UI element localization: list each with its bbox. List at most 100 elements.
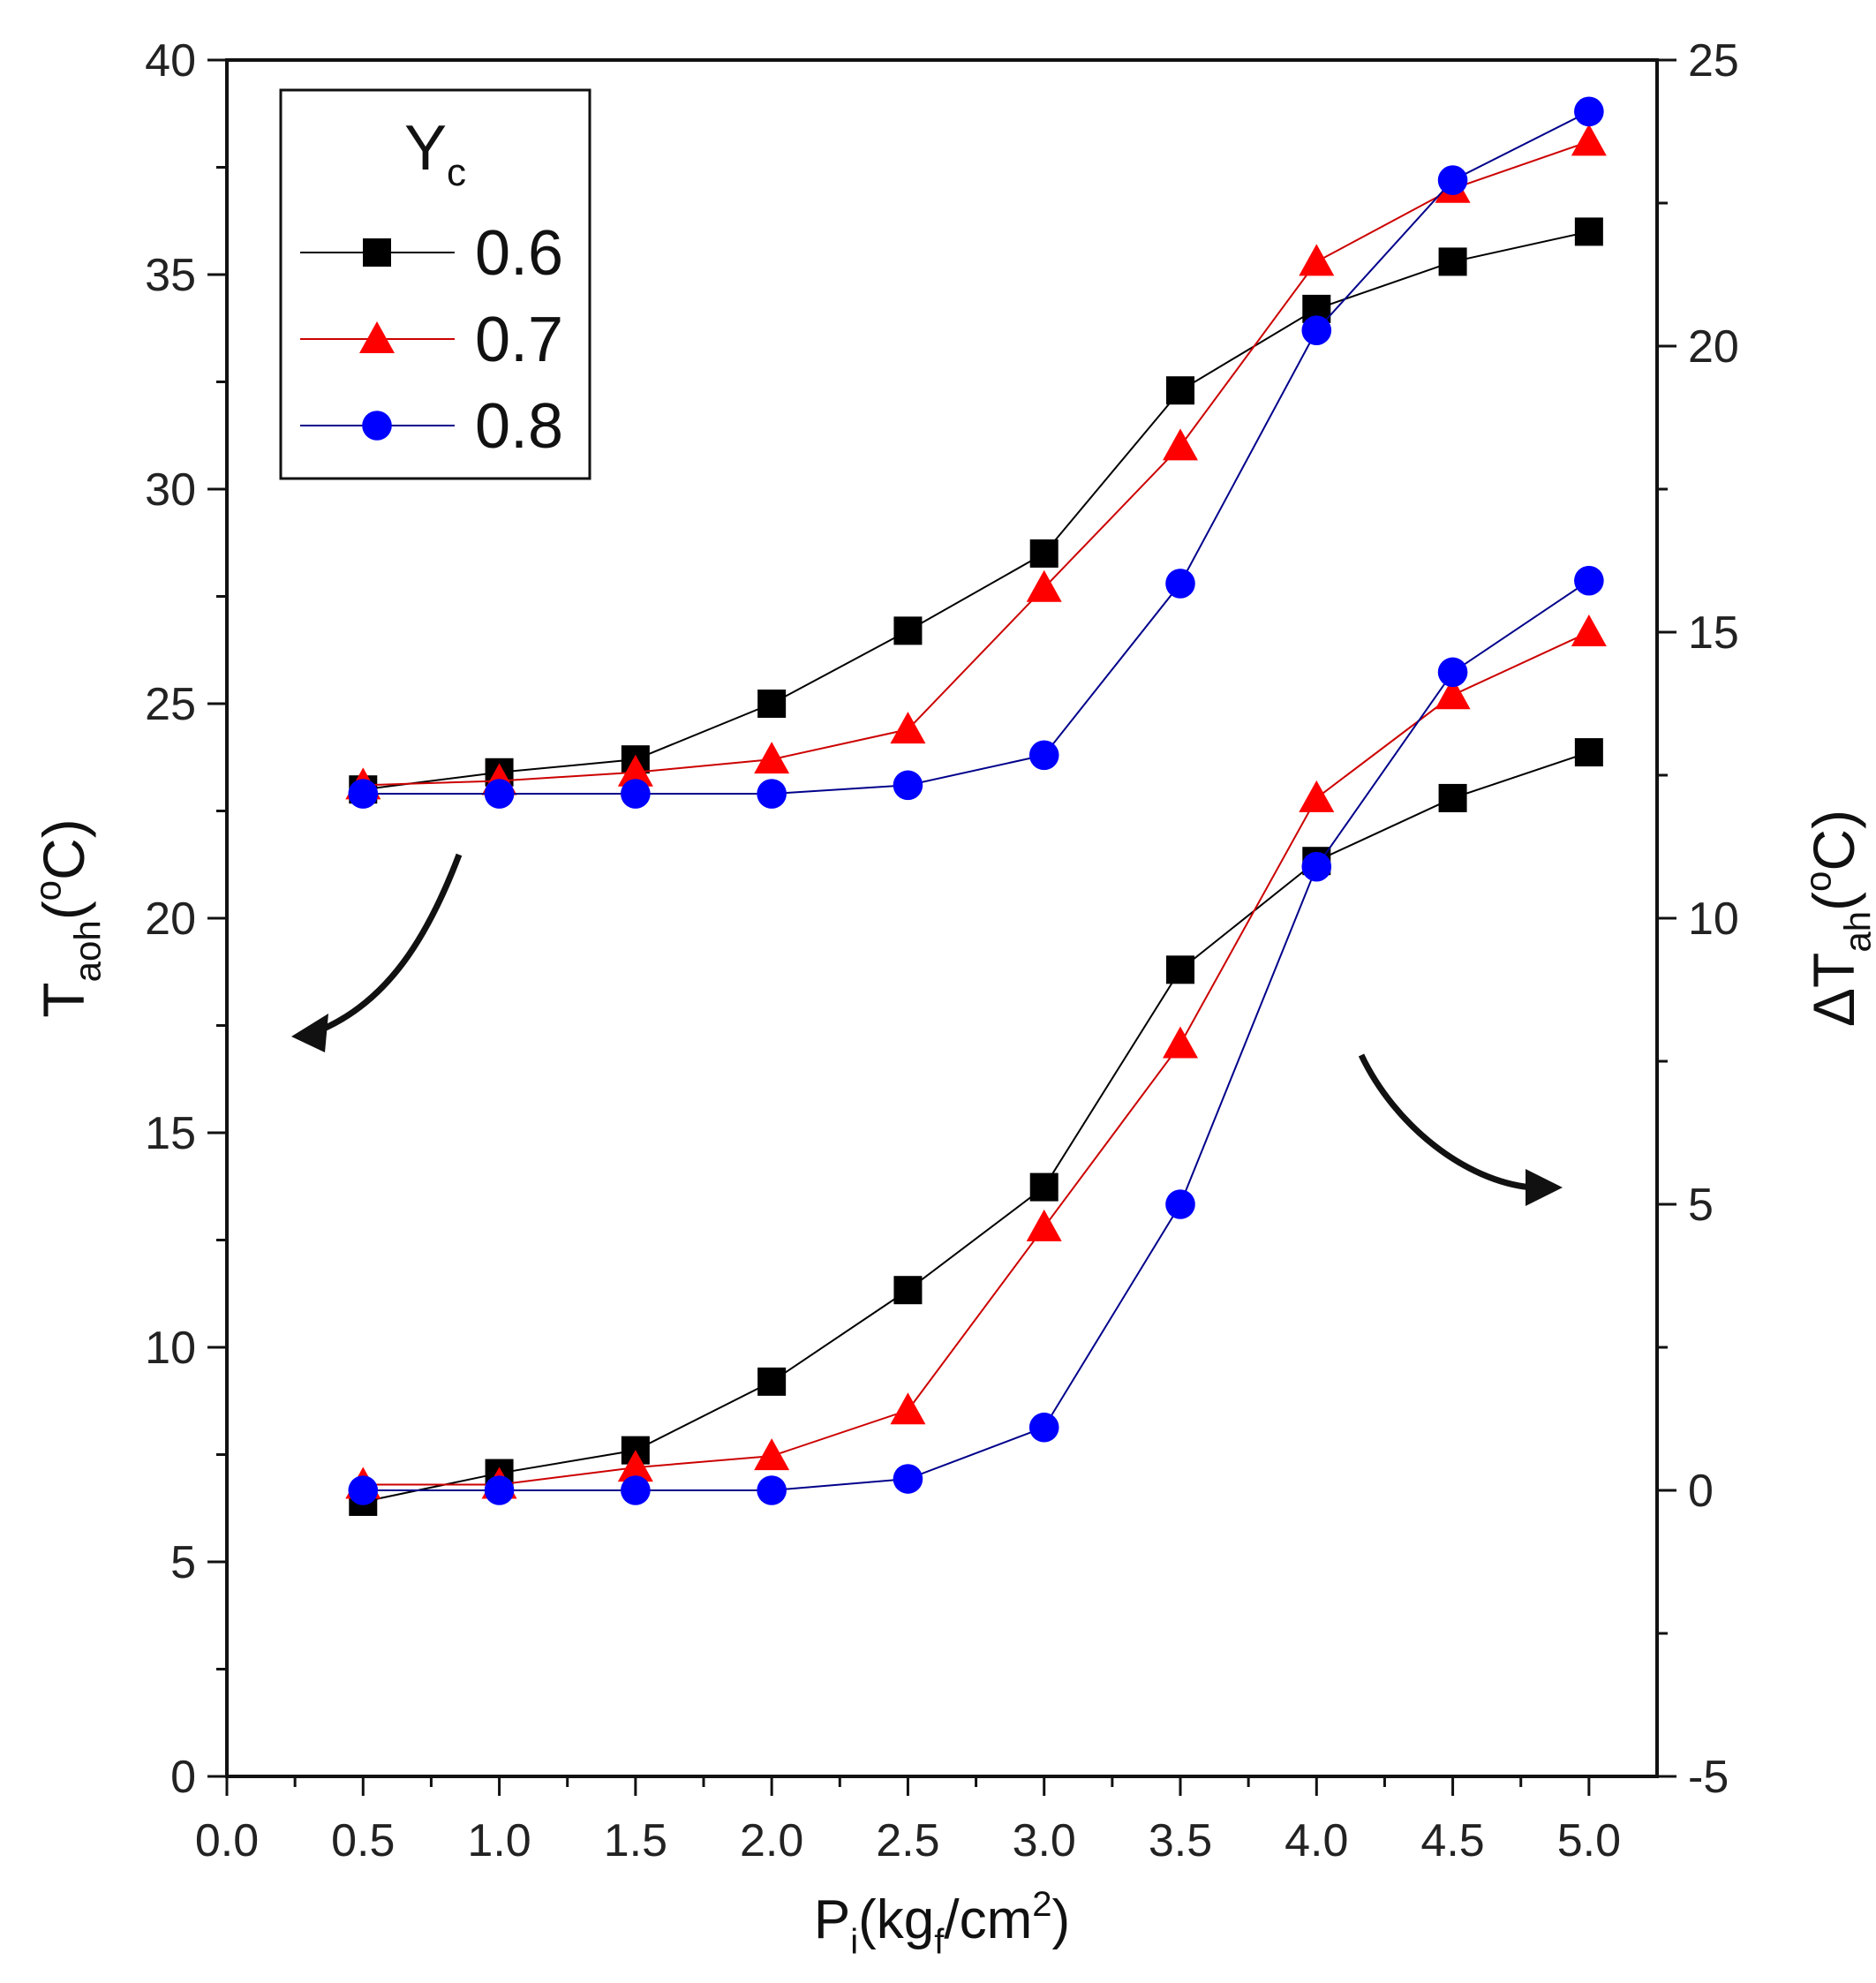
y-left-tick-label: 40: [145, 35, 196, 87]
data-point: [1437, 165, 1468, 195]
data-point: [1571, 124, 1607, 156]
y-right-tick-label: 0: [1688, 1466, 1714, 1517]
data-point: [348, 1475, 379, 1505]
arrow-curve: [316, 853, 463, 1035]
data-point: [484, 1475, 515, 1505]
data-point: [621, 1475, 651, 1505]
data-point: [617, 1450, 653, 1482]
data-point: [893, 616, 923, 645]
legend-marker: [363, 238, 391, 267]
y-left-tick-label: 15: [145, 1108, 196, 1159]
data-point: [1571, 615, 1607, 646]
data-point: [484, 779, 515, 809]
x-tick-label: 4.5: [1420, 1815, 1484, 1866]
series-dT_ah-0.8: [348, 565, 1604, 1505]
data-point: [1163, 1026, 1198, 1059]
legend-marker: [362, 411, 392, 441]
series-dT_ah-0.7: [345, 615, 1607, 1499]
data-point: [621, 779, 651, 809]
data-point: [1165, 569, 1195, 599]
y-right-tick-label: 5: [1688, 1180, 1714, 1231]
data-point: [754, 1438, 790, 1471]
data-point: [1301, 315, 1332, 345]
data-point: [1435, 677, 1471, 710]
data-point: [1026, 1209, 1062, 1241]
legend-marker: [359, 321, 395, 353]
data-point: [1574, 217, 1603, 246]
y-right-tick-label: -5: [1688, 1752, 1729, 1803]
y-right-tick-label: 20: [1688, 321, 1739, 373]
data-point: [348, 779, 379, 809]
series-line: [363, 230, 1590, 791]
data-point: [1026, 569, 1062, 602]
data-point: [757, 690, 787, 718]
arrow-head: [291, 1014, 328, 1052]
x-tick-label: 5.0: [1557, 1815, 1621, 1866]
x-tick-label: 1.0: [467, 1815, 531, 1866]
series-T_aoh-0.8: [348, 96, 1604, 809]
x-axis-title: Pi(kgf/cm2): [814, 1885, 1070, 1961]
data-point: [757, 1475, 787, 1505]
x-tick-label: 2.0: [740, 1815, 803, 1866]
series-line: [363, 631, 1590, 1486]
x-tick-label: 3.0: [1013, 1815, 1076, 1866]
y-left-tick-label: 5: [170, 1537, 196, 1588]
series-layer: [345, 96, 1607, 1516]
legend-label: 0.7: [475, 305, 563, 375]
arrow-curve: [1358, 1053, 1533, 1191]
y-left-tick-label: 25: [145, 679, 196, 730]
arrow-left-axis: [291, 853, 463, 1052]
series-line: [363, 110, 1590, 795]
series-line: [363, 751, 1590, 1503]
data-point: [1299, 244, 1335, 276]
data-point: [1028, 740, 1059, 771]
data-point: [1301, 851, 1332, 882]
data-point: [1029, 1172, 1059, 1202]
y-left-tick-label: 30: [145, 464, 196, 516]
series-line: [363, 140, 1590, 787]
y-right-axis-title: ΔTah(oC): [1797, 810, 1876, 1027]
data-point: [757, 1367, 787, 1396]
x-tick-label: 1.5: [604, 1815, 667, 1866]
data-point: [757, 779, 787, 809]
data-point: [893, 1276, 923, 1305]
y-left-tick-label: 10: [145, 1323, 196, 1374]
y-right-tick-label: 10: [1688, 893, 1739, 945]
y-left-tick-label: 0: [170, 1752, 196, 1803]
x-tick-label: 3.5: [1149, 1815, 1212, 1866]
data-point: [1166, 376, 1194, 405]
data-point: [1574, 96, 1604, 127]
arrow-head: [1526, 1169, 1563, 1206]
legend-item-0.7: 0.7: [300, 305, 563, 375]
y-left-axis-title: Taoh(oC): [27, 818, 109, 1017]
legend-title: Yc: [404, 113, 466, 194]
x-tick-label: 0.5: [331, 1815, 395, 1866]
legend-item-0.8: 0.8: [300, 391, 563, 462]
legend-label: 0.8: [475, 391, 563, 462]
data-point: [1574, 738, 1603, 767]
legend-item-0.6: 0.6: [300, 218, 563, 289]
data-point: [1438, 783, 1467, 812]
series-line: [363, 579, 1590, 1491]
arrow-right-axis: [1358, 1053, 1563, 1206]
data-point: [893, 1464, 923, 1494]
data-point: [1029, 539, 1059, 568]
data-point: [754, 742, 790, 774]
data-point: [890, 1392, 926, 1425]
data-point: [1028, 1412, 1059, 1443]
y-right-tick-label: 25: [1688, 35, 1739, 87]
data-point: [1574, 565, 1604, 596]
data-point: [1437, 657, 1468, 688]
legend: Yc0.6 0.7 0.8: [279, 88, 591, 480]
legend-label: 0.6: [475, 218, 563, 289]
y-right-tick-label: 15: [1688, 607, 1739, 659]
annotations: [291, 853, 1563, 1206]
data-point: [893, 770, 923, 801]
y-left-tick-label: 35: [145, 250, 196, 301]
legend-box: [279, 88, 591, 480]
data-point: [890, 712, 926, 744]
y-left-tick-label: 20: [145, 893, 196, 945]
x-tick-label: 4.0: [1285, 1815, 1348, 1866]
data-point: [1163, 428, 1198, 461]
axis-ticks: 0.0 0.5 1.0 1.5 2.0 2.5 3.0 3.5 4.0 4.5 5.0 0 5 10 15 2…: [145, 35, 1739, 1866]
